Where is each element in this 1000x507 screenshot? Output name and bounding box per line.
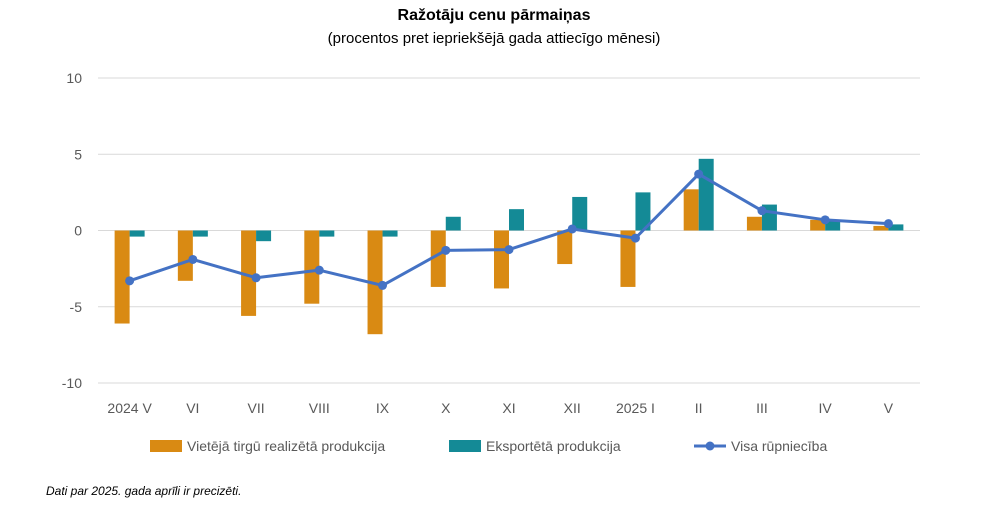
bar-domestic	[873, 225, 889, 231]
legend-label: Eksportētā produkcija	[486, 438, 621, 454]
line-point	[441, 245, 451, 255]
footnote: Dati par 2025. gada aprīli ir precizēti.	[46, 484, 242, 498]
bar-domestic	[620, 230, 636, 287]
bar-export	[382, 230, 398, 237]
x-tick-label: V	[884, 400, 894, 416]
x-tick-label: VII	[248, 400, 265, 416]
bar-domestic	[304, 230, 320, 304]
bar-export	[635, 192, 651, 231]
bar-domestic	[494, 230, 509, 289]
x-tick-label: XI	[502, 400, 515, 416]
line-point	[883, 219, 893, 229]
legend: Vietējā tirgū realizētā produkcija Ekspor…	[150, 438, 827, 454]
line-point	[504, 245, 514, 255]
line-point	[188, 254, 198, 264]
y-tick-label: 10	[66, 70, 82, 86]
legend-label: Vietējā tirgū realizētā produkcija	[187, 438, 385, 454]
bar-export	[319, 230, 335, 237]
x-tick-label: X	[441, 400, 451, 416]
line-point	[820, 215, 830, 225]
line-series	[125, 169, 893, 290]
x-tick-label: VIII	[309, 400, 330, 416]
line-point	[567, 224, 577, 234]
line-point	[757, 206, 767, 216]
x-tick-label: III	[756, 400, 768, 416]
legend-label: Visa rūpniecība	[731, 438, 827, 454]
x-axis: 2024 V VI VII VIII IX X XI XII 2025 I II III IV V	[107, 400, 893, 416]
line-point	[630, 233, 640, 243]
y-tick-label: -10	[62, 375, 82, 391]
bar-export	[572, 196, 588, 231]
bar-export	[888, 224, 904, 231]
y-tick-label: -5	[70, 299, 83, 315]
bar-domestic	[746, 216, 762, 231]
bar-domestic	[430, 230, 446, 287]
legend-swatch	[449, 440, 481, 452]
bar-export	[192, 230, 208, 237]
legend-swatch-marker	[705, 441, 715, 451]
bar-export	[445, 216, 461, 231]
y-axis: 10 5 0 -5 -10	[62, 70, 82, 391]
y-tick-label: 0	[74, 223, 82, 239]
line-point	[694, 169, 704, 179]
chart-subtitle: (procentos pret iepriekšējā gada attiecī…	[327, 30, 661, 47]
bar-export	[129, 230, 145, 237]
bar-domestic	[683, 189, 699, 231]
bar-export	[825, 221, 841, 231]
x-tick-label: VI	[186, 400, 199, 416]
x-tick-label: IV	[819, 400, 833, 416]
bar-domestic	[557, 230, 573, 265]
bar-domestic	[114, 230, 130, 324]
x-tick-label: IX	[376, 400, 390, 416]
line-point	[378, 280, 388, 290]
y-tick-label: 5	[74, 146, 82, 162]
bar-export	[509, 209, 524, 231]
bar-domestic	[241, 230, 257, 316]
x-tick-label: 2024 V	[107, 400, 152, 416]
bar-export	[256, 230, 272, 242]
x-tick-label: 2025 I	[616, 400, 655, 416]
line-point	[314, 265, 324, 275]
line-point	[125, 276, 135, 286]
x-tick-label: XII	[564, 400, 581, 416]
bar-domestic	[810, 219, 826, 231]
legend-swatch	[150, 440, 182, 452]
bar-export	[698, 158, 714, 231]
chart-title: Ražotāju cenu pārmaiņas	[397, 7, 591, 24]
x-tick-label: II	[695, 400, 703, 416]
line-point	[251, 273, 261, 283]
bar-domestic	[177, 230, 193, 281]
